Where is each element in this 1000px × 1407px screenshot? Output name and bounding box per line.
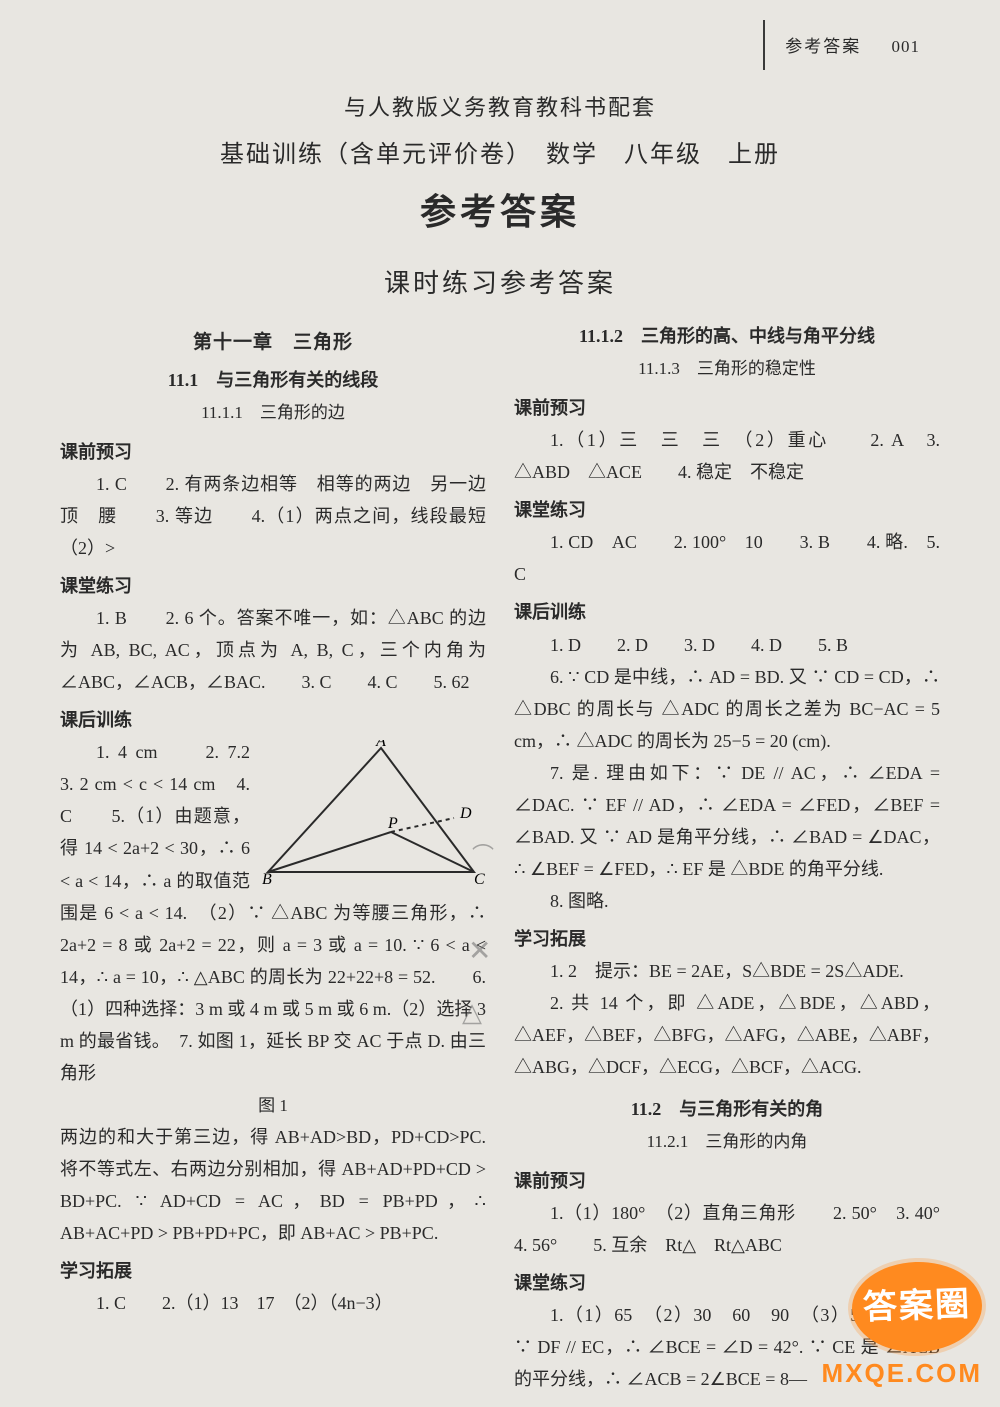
label-afterclass-r: 课后训练 bbox=[514, 596, 940, 628]
subsection-11-1-1: 11.1.1 三角形的边 bbox=[60, 398, 486, 428]
title-subtitle: 课时练习参考答案 bbox=[60, 263, 940, 300]
section-11-1: 11.1 与三角形有关的线段 bbox=[60, 364, 486, 396]
label-extension: 学习拓展 bbox=[60, 1255, 486, 1287]
header-divider bbox=[763, 20, 765, 70]
fig-label-C: C bbox=[474, 871, 485, 888]
label-inclass: 课堂练习 bbox=[60, 570, 486, 602]
header-label: 参考答案 bbox=[785, 37, 861, 56]
title-line-2: 基础训练（含单元评价卷） 数学 八年级 上册 bbox=[60, 134, 940, 169]
preclass-answers: 1. C 2. 有两条边相等 相等的两边 另一边 顶 腰 3. 等边 4.（1）… bbox=[60, 468, 486, 564]
extension-answers: 1. C 2.（1）13 17 （2）（4n−3） bbox=[60, 1287, 486, 1319]
afterclass-block: A B C D P 1. 4 cm 2. 7.2 3. 2 cm < c < 1… bbox=[60, 736, 486, 1121]
left-column: 第十一章 三角形 11.1 与三角形有关的线段 11.1.1 三角形的边 课前预… bbox=[60, 320, 486, 1395]
fig-label-B: B bbox=[262, 871, 272, 888]
watermark-url: MXQE.COM bbox=[822, 1358, 982, 1389]
subsection-11-2-1: 11.2.1 三角形的内角 bbox=[514, 1127, 940, 1157]
preclass-answers-r: 1.（1）三 三 三 （2）重心 2. A 3. △ABD △ACE 4. 稳定… bbox=[514, 424, 940, 488]
right-column: 11.1.2 三角形的高、中线与角平分线 11.1.3 三角形的稳定性 课前预习… bbox=[514, 320, 940, 1395]
section-11-2: 11.2 与三角形有关的角 bbox=[514, 1093, 940, 1125]
extension-r-p1: 1. 2 提示：BE = 2AE，S△BDE = 2S△ADE. bbox=[514, 955, 940, 987]
watermark: 答案圈 MXQE.COM bbox=[822, 1262, 982, 1389]
label-afterclass: 课后训练 bbox=[60, 704, 486, 736]
afterclass-r-p2: 6. ∵ CD 是中线，∴ AD = BD. 又 ∵ CD = CD，∴ △DB… bbox=[514, 661, 940, 757]
afterclass-p2: 两边的和大于第三边，得 AB+AD>BD，PD+CD>PC. 将不等式左、右两边… bbox=[60, 1121, 486, 1249]
title-main: 参考答案 bbox=[60, 183, 940, 235]
label-inclass-r: 课堂练习 bbox=[514, 494, 940, 526]
figure-1-triangle: A B C D P bbox=[256, 740, 486, 890]
afterclass-r-p3: 7. 是. 理由如下：∵ DE // AC，∴ ∠EDA = ∠DAC. ∵ E… bbox=[514, 757, 940, 885]
label-preclass-r: 课前预习 bbox=[514, 392, 940, 424]
running-header: 参考答案 001 bbox=[785, 32, 920, 57]
afterclass-r-p1: 1. D 2. D 3. D 4. D 5. B bbox=[514, 629, 940, 661]
chapter-heading: 第十一章 三角形 bbox=[60, 326, 486, 360]
fig-label-P: P bbox=[387, 815, 398, 832]
label-preclass-r2: 课前预习 bbox=[514, 1165, 940, 1197]
afterclass-r-p4: 8. 图略. bbox=[514, 885, 940, 917]
page-number: 001 bbox=[892, 37, 921, 56]
fig-label-A: A bbox=[375, 740, 386, 750]
subsection-11-1-3: 11.1.3 三角形的稳定性 bbox=[514, 354, 940, 384]
title-line-1: 与人教版义务教育教科书配套 bbox=[60, 90, 940, 122]
figure-1-caption: 图 1 bbox=[60, 1091, 486, 1121]
label-preclass: 课前预习 bbox=[60, 436, 486, 468]
label-extension-r: 学习拓展 bbox=[514, 923, 940, 955]
extension-r-p2: 2. 共 14 个，即 △ADE，△BDE，△ABD，△AEF，△BEF，△BF… bbox=[514, 987, 940, 1083]
subsection-11-1-2: 11.1.2 三角形的高、中线与角平分线 bbox=[514, 320, 940, 352]
inclass-answers-r: 1. CD AC 2. 100° 10 3. B 4. 略. 5. C bbox=[514, 526, 940, 590]
watermark-badge: 答案圈 bbox=[850, 1260, 983, 1354]
title-block: 与人教版义务教育教科书配套 基础训练（含单元评价卷） 数学 八年级 上册 参考答… bbox=[60, 90, 940, 300]
inclass-answers: 1. B 2. 6 个。答案不唯一，如：△ABC 的边为 AB, BC, AC，… bbox=[60, 602, 486, 698]
fig-label-D: D bbox=[459, 805, 472, 822]
preclass-answers-r2: 1.（1）180° （2）直角三角形 2. 50° 3. 40° 4. 56° … bbox=[514, 1197, 940, 1261]
two-column-body: 第十一章 三角形 11.1 与三角形有关的线段 11.1.1 三角形的边 课前预… bbox=[60, 320, 940, 1395]
